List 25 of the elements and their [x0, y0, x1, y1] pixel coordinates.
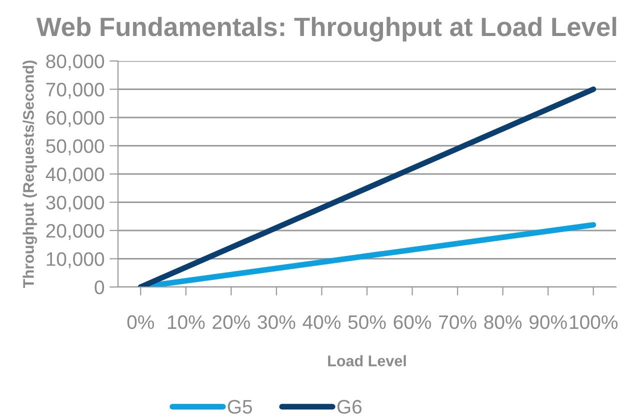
- x-tick-label: 80%: [484, 315, 522, 330]
- y-tick-label: 70,000: [46, 82, 104, 99]
- x-axis-title: Load Level: [328, 355, 406, 366]
- y-tick-label: 30,000: [46, 196, 104, 212]
- y-tick-label: 20,000: [46, 224, 104, 240]
- x-tick-label: 50%: [348, 315, 386, 330]
- x-tick-label: 60%: [394, 315, 432, 330]
- chart-title: Web Fundamentals: Throughput at Load Level: [36, 16, 616, 42]
- y-tick-label: 10,000: [46, 252, 104, 268]
- y-axis-title: Throughput (Requests/Second): [22, 60, 38, 288]
- legend-label: G5: [228, 400, 252, 414]
- x-tick-label: 20%: [212, 315, 250, 330]
- y-tick-label: 50,000: [46, 139, 104, 156]
- x-tick-label: 40%: [302, 315, 340, 330]
- x-tick-label: 70%: [439, 315, 476, 330]
- y-tick-label: 0: [94, 280, 104, 294]
- x-tick-label: 100%: [570, 315, 618, 330]
- legend-label: G6: [337, 400, 362, 414]
- y-tick-label: 40,000: [46, 167, 104, 184]
- x-tick-label: 90%: [530, 315, 567, 330]
- x-tick-label: 0%: [127, 315, 154, 330]
- x-tick-label: 10%: [168, 315, 205, 330]
- y-tick-label: 80,000: [46, 54, 104, 71]
- y-tick-label: 60,000: [46, 110, 104, 128]
- x-tick-label: 30%: [258, 315, 296, 330]
